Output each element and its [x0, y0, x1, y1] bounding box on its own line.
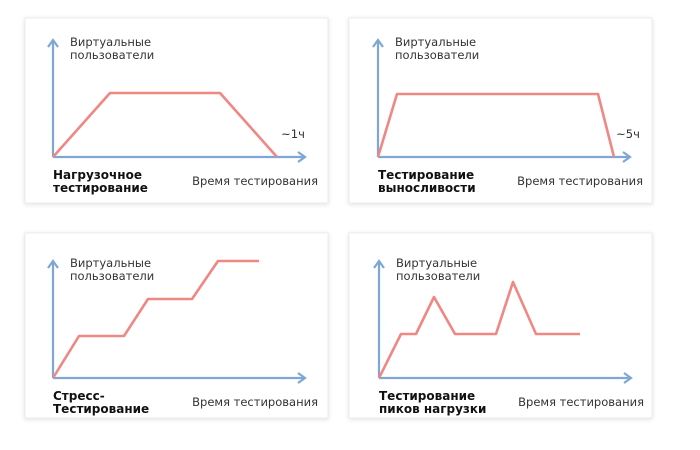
y-label: Виртуальные [396, 256, 477, 270]
panel-title: Тестирование [378, 168, 474, 182]
y-label: Виртуальные [70, 35, 151, 49]
y-label: пользователи [70, 48, 154, 62]
panel [348, 232, 653, 419]
panel-title: Нагрузочное [53, 168, 142, 182]
panel-title: пиков нагрузки [379, 402, 486, 416]
x-arrow [297, 372, 307, 384]
panel-title: Тестирование [53, 402, 149, 416]
panel-title: тестирование [53, 181, 148, 195]
duration-note: ~1ч [281, 127, 305, 141]
y-arrow [372, 38, 384, 48]
load-profile [376, 92, 616, 158]
y-label: пользователи [396, 269, 480, 283]
y-label: пользователи [395, 48, 479, 62]
y-label: Виртуальные [395, 35, 476, 49]
load-profile [52, 91, 278, 158]
x-arrow [623, 372, 633, 384]
x-arrow [622, 151, 632, 163]
y-label: Виртуальные [70, 256, 151, 270]
panel [24, 232, 329, 419]
x-label: Время тестирования [517, 174, 643, 188]
y-arrow [47, 259, 59, 269]
x-label: Время тестирования [518, 395, 644, 409]
load-profile [377, 280, 580, 379]
y-label: пользователи [70, 269, 154, 283]
panel-title: выносливости [378, 181, 476, 195]
duration-note: ~5ч [616, 127, 640, 141]
load-profile [51, 259, 259, 379]
y-arrow [373, 259, 385, 269]
y-arrow [47, 38, 59, 48]
panel-title: Тестирование [379, 389, 475, 403]
panel [24, 17, 329, 204]
x-arrow [297, 151, 307, 163]
x-label: Время тестирования [192, 174, 318, 188]
x-label: Время тестирования [192, 395, 318, 409]
panel-title: Стресс- [53, 389, 105, 403]
